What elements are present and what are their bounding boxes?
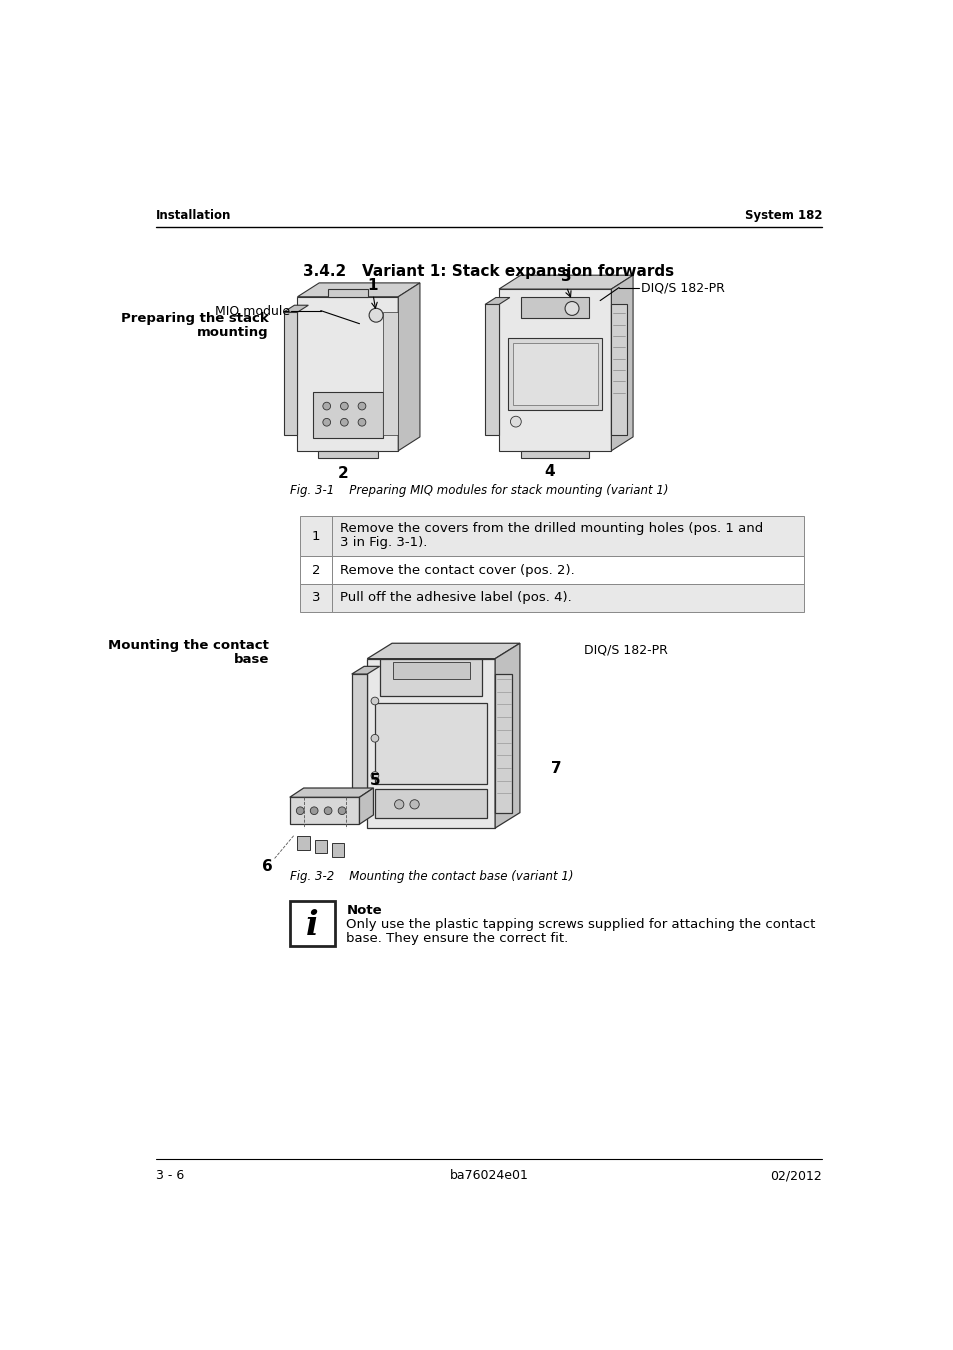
Text: Remove the covers from the drilled mounting holes (pos. 1 and: Remove the covers from the drilled mount… <box>340 521 762 535</box>
Text: 4: 4 <box>543 464 555 479</box>
Text: ba76024e01: ba76024e01 <box>449 1169 528 1183</box>
Circle shape <box>369 308 383 323</box>
Text: Pull off the adhesive label (pos. 4).: Pull off the adhesive label (pos. 4). <box>340 591 571 605</box>
Polygon shape <box>495 674 512 813</box>
Polygon shape <box>283 305 308 312</box>
Text: 3: 3 <box>560 269 571 284</box>
Polygon shape <box>367 659 495 828</box>
Polygon shape <box>297 836 310 849</box>
Text: 3 - 6: 3 - 6 <box>155 1169 184 1183</box>
Bar <box>290 902 335 946</box>
Circle shape <box>322 418 331 427</box>
Text: 1: 1 <box>368 278 378 293</box>
Circle shape <box>371 772 378 779</box>
Text: mounting: mounting <box>197 325 269 339</box>
Text: Mounting the contact: Mounting the contact <box>108 640 269 652</box>
Polygon shape <box>484 297 509 305</box>
Circle shape <box>310 807 317 814</box>
Circle shape <box>296 807 304 814</box>
Bar <box>332 516 802 556</box>
Polygon shape <box>332 844 344 857</box>
Circle shape <box>340 418 348 427</box>
Bar <box>332 585 802 612</box>
Polygon shape <box>521 297 588 319</box>
Polygon shape <box>397 284 419 451</box>
Polygon shape <box>521 451 588 459</box>
Circle shape <box>564 301 578 316</box>
Text: Remove the contact cover (pos. 2).: Remove the contact cover (pos. 2). <box>340 563 575 576</box>
Circle shape <box>371 697 378 705</box>
Polygon shape <box>379 659 482 695</box>
Polygon shape <box>314 840 327 853</box>
Polygon shape <box>484 305 498 435</box>
Polygon shape <box>495 643 519 828</box>
Polygon shape <box>297 284 419 297</box>
Circle shape <box>337 807 346 814</box>
Polygon shape <box>352 667 379 674</box>
Text: base: base <box>233 653 269 667</box>
Polygon shape <box>317 451 377 459</box>
Text: 2: 2 <box>337 466 348 481</box>
Polygon shape <box>313 393 383 439</box>
Polygon shape <box>383 312 397 435</box>
Polygon shape <box>283 312 297 435</box>
Bar <box>299 585 332 612</box>
Bar <box>332 556 802 585</box>
Text: Preparing the stack: Preparing the stack <box>121 312 269 325</box>
Text: 3: 3 <box>312 591 320 605</box>
Text: 3 in Fig. 3-1).: 3 in Fig. 3-1). <box>340 536 427 548</box>
Text: 5: 5 <box>369 774 379 788</box>
Text: base. They ensure the correct fit.: base. They ensure the correct fit. <box>346 931 568 945</box>
Polygon shape <box>512 343 597 405</box>
Circle shape <box>410 799 418 809</box>
Polygon shape <box>290 788 373 798</box>
Bar <box>299 556 332 585</box>
Polygon shape <box>611 275 633 451</box>
Polygon shape <box>375 703 487 784</box>
Text: DIQ/S 182-PR: DIQ/S 182-PR <box>583 643 667 656</box>
Text: Installation: Installation <box>155 209 231 221</box>
Text: i: i <box>306 909 318 941</box>
Polygon shape <box>290 798 359 825</box>
Text: System 182: System 182 <box>744 209 821 221</box>
Text: Fig. 3-1    Preparing MIQ modules for stack mounting (variant 1): Fig. 3-1 Preparing MIQ modules for stack… <box>290 483 667 497</box>
Bar <box>299 516 332 556</box>
Text: 6: 6 <box>262 859 273 873</box>
Text: 2: 2 <box>312 563 320 576</box>
Polygon shape <box>507 338 601 410</box>
Circle shape <box>371 734 378 743</box>
Polygon shape <box>498 275 633 289</box>
Polygon shape <box>352 674 367 813</box>
Text: 3.4.2   Variant 1: Stack expansion forwards: 3.4.2 Variant 1: Stack expansion forward… <box>303 263 674 278</box>
Circle shape <box>510 416 520 427</box>
Text: Note: Note <box>346 904 381 917</box>
Circle shape <box>395 799 403 809</box>
Text: Fig. 3-2    Mounting the contact base (variant 1): Fig. 3-2 Mounting the contact base (vari… <box>290 871 573 883</box>
Text: 7: 7 <box>550 761 561 776</box>
Polygon shape <box>375 790 487 818</box>
Polygon shape <box>611 305 626 435</box>
Text: DIQ/S 182-PR: DIQ/S 182-PR <box>640 281 724 294</box>
Circle shape <box>324 807 332 814</box>
Circle shape <box>340 402 348 410</box>
Circle shape <box>357 418 365 427</box>
Polygon shape <box>359 788 373 825</box>
Polygon shape <box>367 643 519 659</box>
Polygon shape <box>297 297 397 451</box>
Text: Only use the plastic tapping screws supplied for attaching the contact: Only use the plastic tapping screws supp… <box>346 918 815 932</box>
Polygon shape <box>328 289 368 297</box>
Circle shape <box>322 402 331 410</box>
Polygon shape <box>393 662 469 679</box>
Text: MIQ module: MIQ module <box>214 304 290 317</box>
Text: 02/2012: 02/2012 <box>770 1169 821 1183</box>
Circle shape <box>357 402 365 410</box>
Text: 1: 1 <box>312 529 320 543</box>
Polygon shape <box>498 289 611 451</box>
